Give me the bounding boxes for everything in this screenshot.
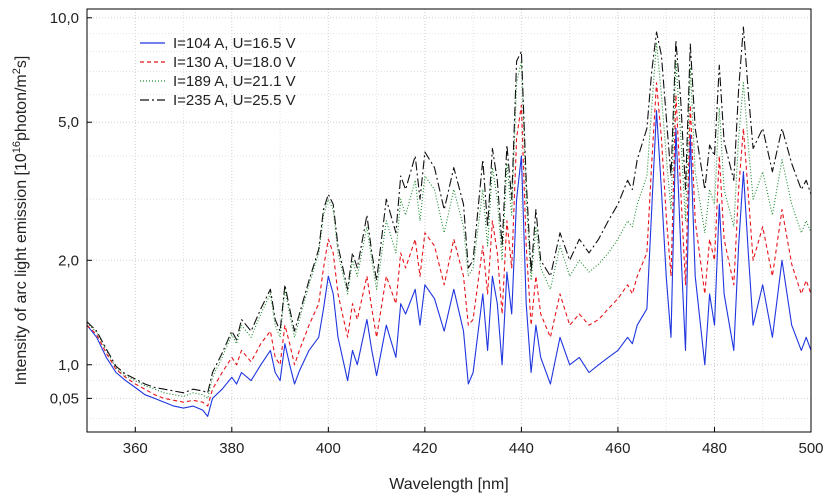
y-axis-label: Intensity of arc light emission [1016pho… [11, 56, 30, 386]
y-tick-label: 5,0 [58, 114, 79, 131]
x-tick-label: 440 [509, 440, 534, 457]
x-tick-label: 460 [605, 440, 630, 457]
legend: I=104 A, U=16.5 V I=130 A, U=18.0 V I=189 … [140, 35, 296, 109]
plot-frame [86, 8, 812, 433]
y-tick-label: 1,0 [58, 357, 79, 374]
series-layer [86, 26, 812, 417]
legend-label-2: I=130 A, U=18.0 V [173, 54, 296, 71]
x-tick-label: 360 [123, 440, 148, 457]
y-label-sup-2: 2 [11, 68, 23, 74]
x-tick-label: 500 [798, 440, 823, 457]
y-label-part-3: s] [13, 56, 30, 68]
x-tick-label: 420 [412, 440, 437, 457]
legend-label-3: I=189 A, U=21.1 V [173, 73, 296, 90]
y-tick-label: 10,0 [50, 10, 79, 27]
y-tick-label: 0,05 [50, 390, 79, 407]
series-line-4 [86, 26, 812, 394]
y-label-part-1: Intensity of arc light emission [10 [13, 153, 30, 385]
y-tick-label: 2,0 [58, 252, 79, 269]
x-axis-label: Wavelength [nm] [389, 476, 508, 493]
y-label-part-2: photon/m [13, 74, 30, 141]
legend-label-1: I=104 A, U=16.5 V [173, 35, 296, 52]
series-line-3 [86, 41, 812, 399]
x-tick-label: 400 [316, 440, 341, 457]
series-line-2 [86, 82, 812, 407]
x-tick-label: 480 [702, 440, 727, 457]
legend-label-4: I=235 A, U=25.5 V [173, 92, 296, 109]
series-line-1 [86, 110, 812, 417]
x-tick-label: 380 [219, 440, 244, 457]
y-label-sup-1: 16 [11, 141, 23, 153]
ticks: 360 380 400 420 440 460 480 500 0,05 1,0 2,0 5,0 10,… [50, 10, 824, 457]
